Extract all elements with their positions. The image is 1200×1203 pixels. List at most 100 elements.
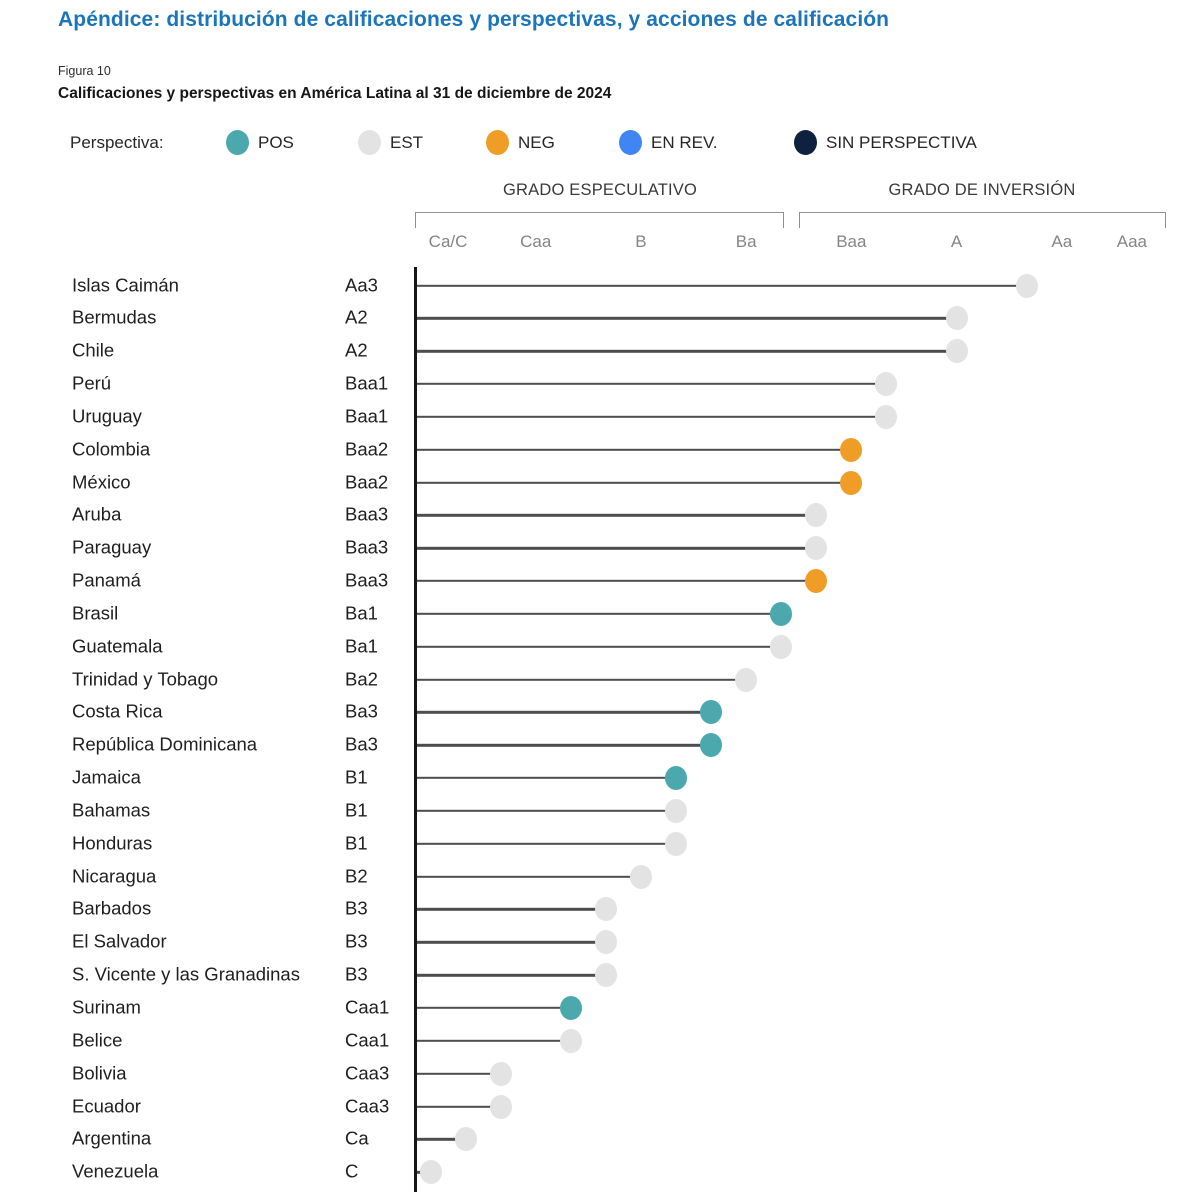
country-label: Trinidad y Tobago <box>72 668 219 690</box>
legend-swatch-neg <box>485 130 509 155</box>
outlook-dot-est <box>945 339 968 364</box>
country-label: Barbados <box>72 898 152 920</box>
rating-label: Baa2 <box>345 471 389 493</box>
outlook-dot-est <box>875 372 898 397</box>
country-label: Belice <box>72 1029 123 1051</box>
country-label: Aruba <box>72 503 122 525</box>
country-label: Costa Rica <box>72 700 163 722</box>
country-label: S. Vicente y las Granadinas <box>72 963 300 985</box>
stem-line <box>417 744 712 747</box>
legend-label-sin-perspectiva: SIN PERSPECTIVA <box>826 133 977 152</box>
page-title: Apéndice: distribución de calificaciones… <box>58 8 890 31</box>
rating-label: B1 <box>345 832 368 854</box>
rating-label: Caa3 <box>345 1095 390 1117</box>
rating-label: B2 <box>345 865 368 887</box>
rating-label: C <box>345 1160 359 1182</box>
country-label: Guatemala <box>72 635 163 657</box>
rating-label: B1 <box>345 766 368 788</box>
outlook-dot-est <box>594 897 617 922</box>
country-label: Perú <box>72 372 112 394</box>
country-label: Venezuela <box>72 1160 159 1182</box>
outlook-dot-est <box>735 667 758 692</box>
rating-label: B3 <box>345 898 368 920</box>
rating-label: Ba3 <box>345 700 378 722</box>
rating-label: Ba1 <box>345 602 378 624</box>
legend-swatch-en-rev <box>618 130 642 155</box>
stem-line <box>417 382 887 386</box>
country-label: Bolivia <box>72 1062 127 1084</box>
rating-label: Baa3 <box>345 536 389 558</box>
outlook-dot-est <box>664 798 687 823</box>
rating-label: B3 <box>345 963 368 985</box>
outlook-dot-pos <box>770 601 793 626</box>
outlook-dot-est <box>945 306 968 331</box>
country-label: Bermudas <box>72 306 157 328</box>
legend-title: Perspectiva: <box>70 133 164 152</box>
stem-line <box>417 514 817 517</box>
rating-label: Baa3 <box>345 503 389 525</box>
stem-line <box>417 875 641 878</box>
outlook-dot-est <box>805 503 828 528</box>
legend-swatch-sin-perspectiva <box>793 130 817 155</box>
outlook-dot-est <box>770 634 793 659</box>
rating-label: Caa1 <box>345 1029 390 1051</box>
country-label: Colombia <box>72 438 151 460</box>
country-label: Panamá <box>72 569 141 591</box>
stem-line <box>417 481 852 484</box>
outlook-dot-est <box>489 1094 512 1119</box>
rating-label: Baa1 <box>345 405 389 427</box>
stem-line <box>417 547 817 550</box>
chart-title: Calificaciones y perspectivas en América… <box>58 85 612 102</box>
grade-group-header-0: GRADO ESPECULATIVO <box>502 181 698 199</box>
country-label: Surinam <box>72 996 141 1018</box>
rating-label: Ba2 <box>345 668 378 690</box>
stem-line <box>417 448 852 451</box>
rating-label: A2 <box>345 306 368 328</box>
outlook-dot-est <box>594 963 617 988</box>
outlook-dot-est <box>1015 273 1038 298</box>
grade-group-header-1: GRADO DE INVERSIÓN <box>888 181 1076 199</box>
legend-label-est: EST <box>390 133 424 152</box>
stem-line <box>417 415 887 419</box>
outlook-dot-pos <box>559 995 582 1020</box>
x-tick-caa: Caa <box>520 232 552 251</box>
outlook-dot-est <box>629 864 652 889</box>
outlook-dot-pos <box>700 700 723 725</box>
stem-line <box>417 941 606 944</box>
grade-group-bracket-0 <box>415 212 784 228</box>
country-label: Nicaragua <box>72 865 157 887</box>
x-tick-aa: Aa <box>1051 232 1073 251</box>
legend-label-en-rev: EN REV. <box>651 133 718 152</box>
legend-label-pos: POS <box>258 133 294 152</box>
rating-label: Ba1 <box>345 635 378 657</box>
legend-swatch-est <box>357 130 381 155</box>
figure-number-label: Figura 10 <box>58 64 111 78</box>
outlook-dot-neg <box>840 470 863 495</box>
country-label: Uruguay <box>72 405 142 427</box>
x-tick-baa: Baa <box>836 232 867 251</box>
outlook-dot-est <box>559 1028 582 1053</box>
stem-line <box>417 612 782 616</box>
x-tick-aaa: Aaa <box>1116 232 1148 251</box>
stem-line <box>417 1006 571 1010</box>
stem-line <box>417 1039 571 1043</box>
country-label: El Salvador <box>72 930 167 952</box>
stem-line <box>417 908 606 911</box>
country-label: Paraguay <box>72 536 152 558</box>
country-label: Argentina <box>72 1127 152 1149</box>
outlook-dot-est <box>664 831 687 856</box>
legend-label-neg: NEG <box>518 133 555 152</box>
rating-label: Baa1 <box>345 372 389 394</box>
y-axis-baseline <box>414 267 417 1192</box>
stem-line <box>417 809 676 813</box>
stem-line <box>417 1072 501 1075</box>
outlook-dot-neg <box>805 569 828 594</box>
country-label: Chile <box>72 339 115 361</box>
rating-label: Aa3 <box>345 274 378 296</box>
outlook-dot-neg <box>840 437 863 462</box>
country-label: Ecuador <box>72 1095 141 1117</box>
x-tick-ba: Ba <box>735 232 757 251</box>
x-tick-ca-c: Ca/C <box>428 232 468 251</box>
stem-line <box>417 842 676 845</box>
